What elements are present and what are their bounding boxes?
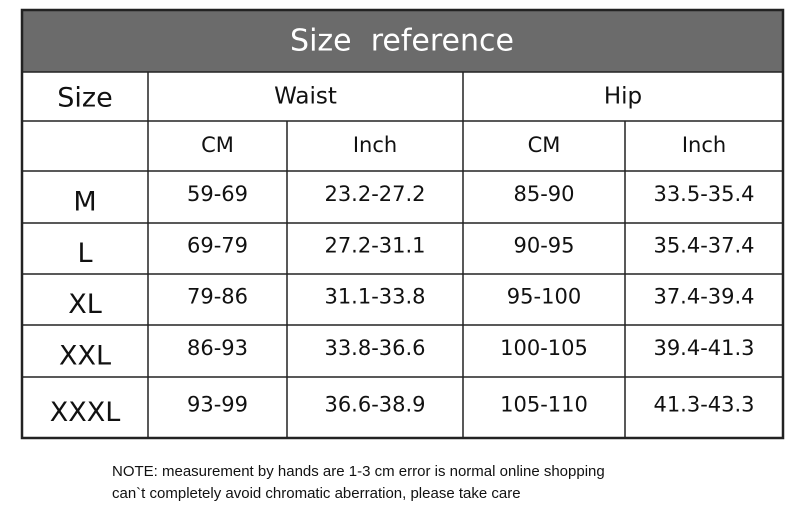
cell-value: 93-99: [187, 393, 248, 417]
unit: Inch: [682, 133, 726, 157]
cell-value: 39.4-41.3: [653, 336, 754, 360]
cell-value: 36.6-38.9: [324, 393, 425, 417]
title-bar: [22, 10, 783, 72]
size-label: L: [77, 238, 92, 269]
size-label: M: [73, 187, 96, 218]
note-line: can`t completely avoid chromatic aberrat…: [112, 485, 521, 502]
cell-value: 100-105: [500, 336, 588, 360]
cell-value: 41.3-43.3: [653, 393, 754, 417]
unit: CM: [528, 133, 561, 157]
title: Size reference: [290, 24, 514, 59]
header-group: Hip: [604, 84, 642, 110]
header-group: Waist: [274, 84, 337, 110]
header-size: Size: [57, 83, 112, 114]
cell-value: 79-86: [187, 285, 248, 309]
note-line: NOTE: measurement by hands are 1-3 cm er…: [112, 463, 605, 480]
unit: CM: [201, 133, 234, 157]
cell-value: 31.1-33.8: [324, 285, 425, 309]
size-label: XXL: [59, 341, 111, 372]
cell-value: 90-95: [513, 234, 574, 258]
cell-value: 105-110: [500, 393, 588, 417]
cell-value: 37.4-39.4: [653, 285, 754, 309]
cell-value: 27.2-31.1: [324, 234, 425, 258]
table-border: [20, 8, 785, 440]
cell-value: 95-100: [507, 285, 581, 309]
cell-value: 33.5-35.4: [653, 182, 754, 206]
size-label: XXXL: [50, 397, 121, 428]
cell-value: 69-79: [187, 234, 248, 258]
unit: Inch: [353, 133, 397, 157]
cell-value: 85-90: [513, 182, 574, 206]
cell-value: 86-93: [187, 336, 248, 360]
cell-value: 33.8-36.6: [324, 336, 425, 360]
cell-value: 59-69: [187, 182, 248, 206]
size-label: XL: [68, 289, 102, 320]
cell-value: 35.4-37.4: [653, 234, 754, 258]
cell-value: 23.2-27.2: [324, 182, 425, 206]
